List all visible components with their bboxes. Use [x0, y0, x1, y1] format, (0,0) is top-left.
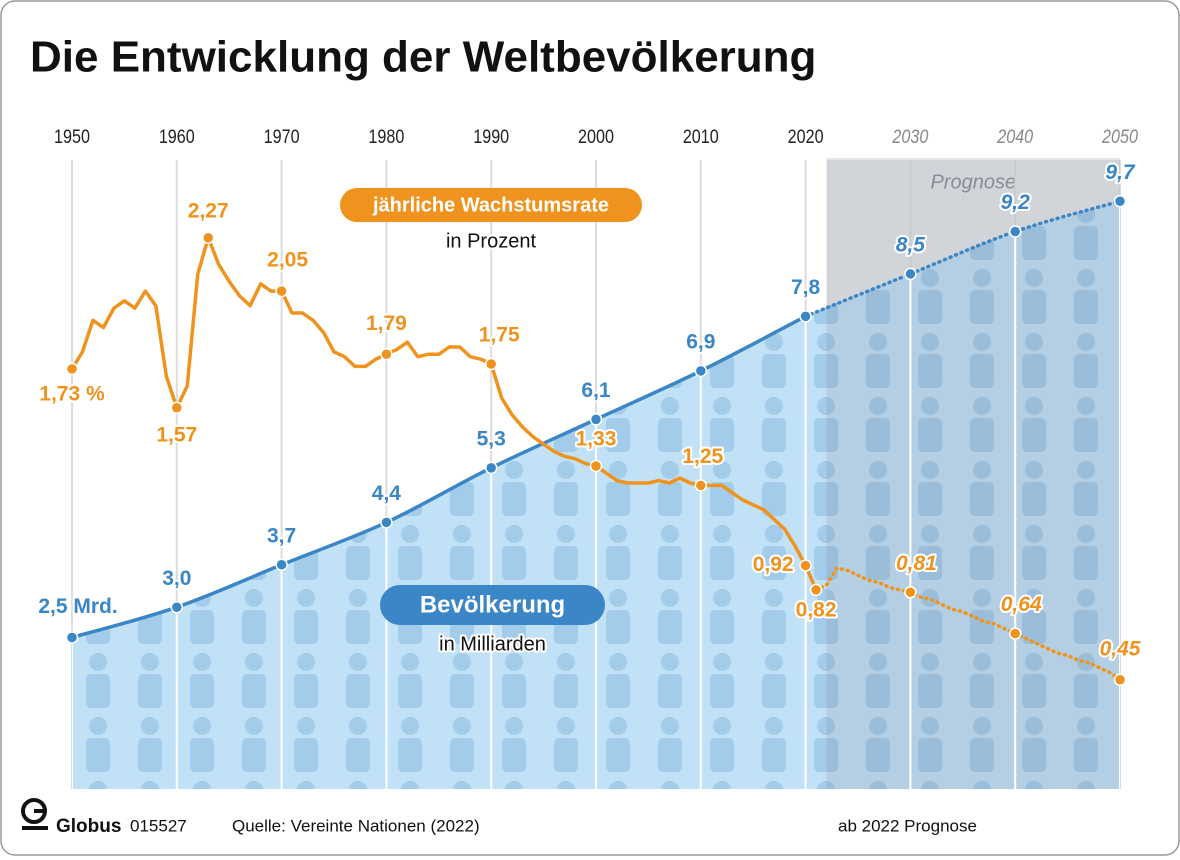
- data-label: 0,45: [1100, 637, 1141, 660]
- forecast-label: Prognose: [930, 171, 1016, 193]
- data-label: 5,3: [477, 427, 506, 450]
- data-label: 7,8: [791, 276, 821, 299]
- data-label: 1,33: [576, 428, 617, 451]
- x-tick-label: 2030: [892, 126, 929, 148]
- graphic-number: 015527: [130, 816, 187, 835]
- data-point: [799, 559, 812, 572]
- data-label: 1,79: [366, 312, 407, 335]
- source: Quelle: Vereinte Nationen (2022): [232, 816, 480, 835]
- forecast-zone-overlay: [826, 160, 1120, 789]
- series-line-forecast: [814, 566, 1122, 682]
- legend-label: Bevölkerung: [420, 591, 565, 618]
- data-label: 3,7: [267, 524, 296, 547]
- data-point: [904, 586, 917, 599]
- data-label: 0,64: [1001, 593, 1042, 616]
- data-label: 1,75: [479, 324, 520, 347]
- data-label: 6,1: [581, 379, 611, 402]
- data-point: [1008, 627, 1022, 640]
- brand: Globus: [56, 816, 121, 837]
- data-point: [1113, 194, 1127, 208]
- data-point: [589, 459, 603, 473]
- x-tick-label: 2040: [996, 126, 1033, 148]
- forecast-note: ab 2022 Prognose: [838, 816, 977, 835]
- data-label: 2,05: [267, 249, 308, 272]
- data-label: 8,5: [896, 233, 926, 256]
- data-label: 0,82: [796, 598, 837, 621]
- chart-title: Die Entwicklung der Weltbevölkerung: [30, 33, 816, 82]
- data-label: 2,27: [188, 199, 229, 222]
- series-line-forecast: [803, 199, 1122, 319]
- data-label: 0,92: [753, 553, 794, 576]
- data-point: [170, 401, 184, 414]
- data-point: [904, 267, 917, 281]
- data-label: 2,5 Mrd.: [38, 595, 117, 618]
- data-point: [380, 348, 393, 361]
- x-tick-label: 1990: [473, 126, 509, 148]
- footer: Globus 015527 Quelle: Vereinte Nationen …: [21, 798, 977, 837]
- legend-unit: in Milliarden: [439, 633, 546, 655]
- x-tick-label: 2020: [788, 126, 824, 148]
- data-label: 0,81: [896, 552, 937, 575]
- data-label: 9,2: [1001, 191, 1031, 214]
- legend-pill: [380, 585, 605, 625]
- data-point: [170, 600, 184, 614]
- legend-pill: [340, 188, 642, 222]
- data-point: [1113, 673, 1127, 686]
- data-label: 9,7: [1105, 161, 1136, 184]
- data-point: [809, 583, 823, 597]
- x-tick-label: 1950: [54, 126, 90, 148]
- legend-label: jährliche Wachstumsrate: [372, 194, 609, 216]
- data-point: [589, 413, 603, 426]
- data-label: 4,4: [372, 482, 402, 505]
- data-point: [275, 558, 288, 572]
- data-label: 3,0: [162, 567, 191, 590]
- data-point: [694, 364, 708, 378]
- x-tick-label: 2010: [683, 126, 719, 148]
- series-line: [70, 235, 818, 591]
- data-label: 1,25: [682, 445, 723, 468]
- data-point: [65, 362, 79, 376]
- data-point: [799, 310, 812, 323]
- data-point: [201, 231, 215, 244]
- series-line: [71, 314, 807, 640]
- data-point: [275, 284, 288, 298]
- data-point: [1008, 225, 1022, 238]
- data-label: 6,9: [686, 330, 715, 353]
- x-tick-label: 1970: [264, 126, 300, 148]
- data-point: [484, 357, 498, 371]
- data-point: [484, 461, 498, 475]
- data-point: [380, 516, 393, 529]
- data-point: [694, 479, 708, 492]
- data-point: [65, 631, 79, 644]
- x-tick-label: 1960: [159, 126, 195, 148]
- x-tick-label: 1980: [368, 126, 404, 148]
- x-tick-label: 2000: [578, 126, 614, 148]
- data-label: 1,73 %: [39, 382, 105, 405]
- x-tick-label: 2050: [1101, 126, 1138, 148]
- legend-unit: in Prozent: [446, 230, 536, 252]
- data-label: 1,57: [156, 423, 197, 446]
